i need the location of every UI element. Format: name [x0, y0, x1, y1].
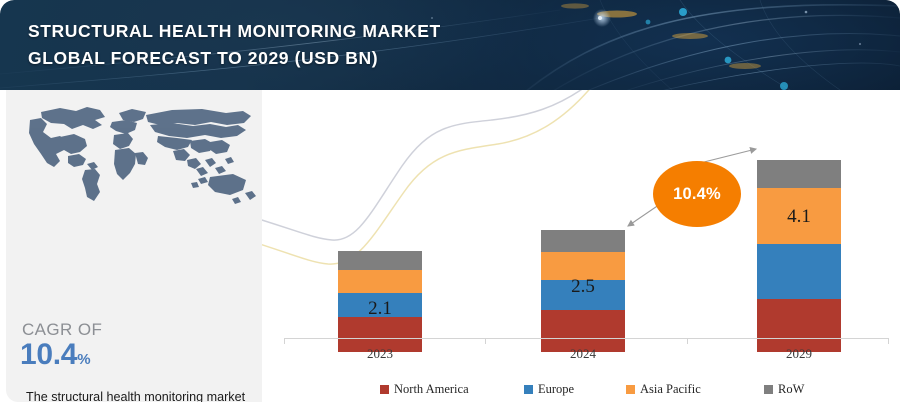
axis-label-2029: 2029 [786, 346, 812, 361]
legend-item-asia-pacific[interactable]: Asia Pacific [626, 382, 701, 397]
legend-label: North America [394, 382, 469, 396]
legend-swatch-icon [626, 385, 635, 394]
world-map-icon [12, 94, 262, 214]
axis-label-2024: 2024 [570, 346, 596, 361]
chart-legend: North America Europe Asia Pacific RoW [380, 382, 880, 402]
chart-panel: 2.1 2.5 4.1 2023 2024 [262, 90, 900, 408]
sidebar-description: The structural health monitoring market … [26, 390, 246, 402]
bar-2024 [541, 230, 625, 352]
bar-value-2023: 2.1 [368, 298, 392, 319]
legend-swatch-icon [380, 385, 389, 394]
cagr-percent-symbol: % [77, 351, 91, 368]
bar-value-2029: 4.1 [787, 206, 811, 227]
bar-2023 [338, 251, 422, 352]
bar-segment-asia-pacific [338, 270, 422, 293]
bar-segment-europe [757, 244, 841, 299]
axis-tick [687, 338, 688, 344]
cagr-caption: CAGR OF [22, 320, 103, 339]
bar-segment-north-america [757, 299, 841, 352]
bar-segment-north-america [541, 310, 625, 352]
legend-label: Europe [538, 382, 575, 396]
legend-label: RoW [778, 382, 805, 396]
page-title: STRUCTURAL HEALTH MONITORING MARKET GLOB… [28, 21, 441, 68]
cagr-value: 10.4% [20, 338, 91, 372]
header-banner: STRUCTURAL HEALTH MONITORING MARKET GLOB… [0, 0, 900, 90]
legend-item-north-america[interactable]: North America [380, 382, 469, 397]
legend-swatch-icon [764, 385, 773, 394]
bar-segment-row [338, 251, 422, 270]
axis-tick [284, 338, 285, 344]
header-light-trails-decoration [0, 0, 900, 90]
world-map-svg [29, 107, 256, 204]
bar-segment-row [541, 230, 625, 252]
bar-segment-row [757, 160, 841, 188]
bar-segment-asia-pacific [757, 188, 841, 244]
legend-label: Asia Pacific [640, 382, 701, 396]
cagr-callout-badge: 10.4% [653, 161, 741, 227]
sidebar-panel: CAGR OF 10.4% The structural health moni… [6, 90, 262, 402]
axis-baseline [284, 338, 888, 339]
legend-item-europe[interactable]: Europe [524, 382, 574, 397]
axis-tick [485, 338, 486, 344]
legend-swatch-icon [524, 385, 533, 394]
bar-segment-north-america [338, 317, 422, 352]
axis-label-2023: 2023 [367, 346, 393, 361]
cagr-badge-label: 10.4% [673, 184, 721, 203]
bar-2029 [757, 160, 841, 352]
bar-plot: 2.1 2.5 4.1 2023 2024 [262, 90, 900, 361]
bar-segment-europe [541, 280, 625, 310]
bar-value-2024: 2.5 [571, 276, 595, 297]
legend-item-row[interactable]: RoW [764, 382, 804, 397]
bar-segment-europe [338, 293, 422, 317]
bar-segment-asia-pacific [541, 252, 625, 280]
axis-tick [888, 338, 889, 344]
cagr-number: 10.4 [20, 338, 78, 371]
